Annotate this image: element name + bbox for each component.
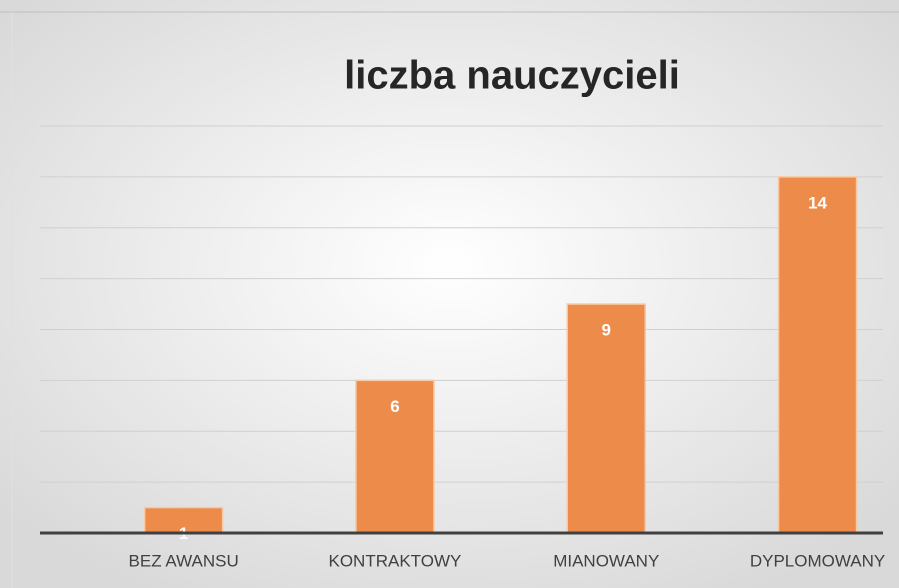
x-tick-label: DYPLOMOWANY: [750, 551, 885, 570]
x-tick-label: MIANOWANY: [553, 551, 659, 570]
x-tick-label: BEZ AWANSU: [129, 551, 239, 570]
bar: [777, 176, 858, 534]
data-label: 14: [808, 193, 827, 212]
bar: [566, 303, 646, 534]
data-label: 9: [602, 321, 611, 340]
data-label: 6: [390, 397, 399, 416]
x-tick-label: KONTRAKTOWY: [329, 551, 462, 570]
chart-title: liczba nauczycieli: [344, 54, 680, 98]
